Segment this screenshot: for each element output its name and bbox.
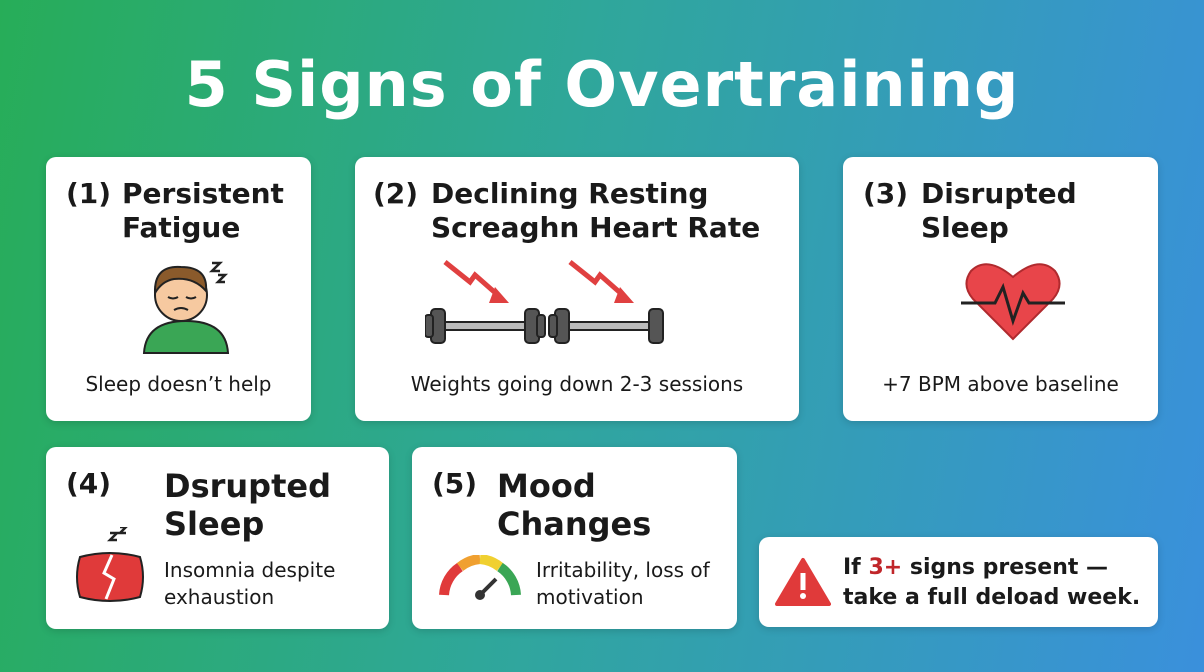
card: (5) Mood Changes Irritability, loss of m… bbox=[412, 447, 737, 629]
warning-prefix: If bbox=[843, 555, 861, 580]
card: (1) Persistent Fatigue Sleep doesn’t hel… bbox=[46, 157, 311, 421]
card: (2) Declining Resting Screaghn Heart Rat… bbox=[355, 157, 799, 421]
pillow-icon bbox=[76, 527, 144, 602]
warning-icon bbox=[775, 558, 831, 606]
heart-icon bbox=[961, 263, 1065, 341]
card-number: (3) bbox=[863, 177, 909, 210]
card-number: (4) bbox=[66, 467, 112, 500]
warning-highlight: 3+ bbox=[868, 555, 903, 580]
warning-box: If 3+ signs present — take a full deload… bbox=[759, 537, 1158, 627]
dumbbells-icon bbox=[425, 260, 664, 344]
card: (3) Disrupted Sleep +7 BPM above baselin… bbox=[843, 157, 1158, 421]
card-number: (2) bbox=[373, 177, 419, 210]
card-title: Persistent Fatigue bbox=[122, 177, 284, 244]
card-title: Disrupted Sleep bbox=[921, 177, 1077, 244]
card-caption: Sleep doesn’t help bbox=[85, 372, 272, 396]
warning-line2: take a full deload week. bbox=[843, 585, 1141, 610]
card-title: Mood Changes bbox=[497, 467, 652, 543]
title: 5 Signs of Overtraining bbox=[184, 48, 1020, 121]
card-number: (5) bbox=[432, 467, 478, 500]
warning-rest: signs present — bbox=[909, 555, 1109, 580]
card-caption: Irritability, loss of motivation bbox=[536, 558, 710, 609]
card-caption: Weights going down 2-3 sessions bbox=[410, 372, 744, 396]
card-title: Declining Resting Screaghn Heart Rate bbox=[431, 177, 761, 244]
card-title: Dsrupted Sleep bbox=[164, 467, 331, 543]
tired-icon bbox=[142, 261, 230, 354]
card-caption: +7 BPM above baseline bbox=[882, 372, 1119, 396]
card: (4) Dsrupted Sleep Insomnia despite exha… bbox=[46, 447, 389, 629]
card-caption: Insomnia despite exhaustion bbox=[164, 558, 336, 609]
gauge-icon bbox=[439, 555, 521, 600]
warning-text: If 3+ signs present — take a full deload… bbox=[843, 553, 1140, 613]
card-number: (1) bbox=[66, 177, 112, 210]
